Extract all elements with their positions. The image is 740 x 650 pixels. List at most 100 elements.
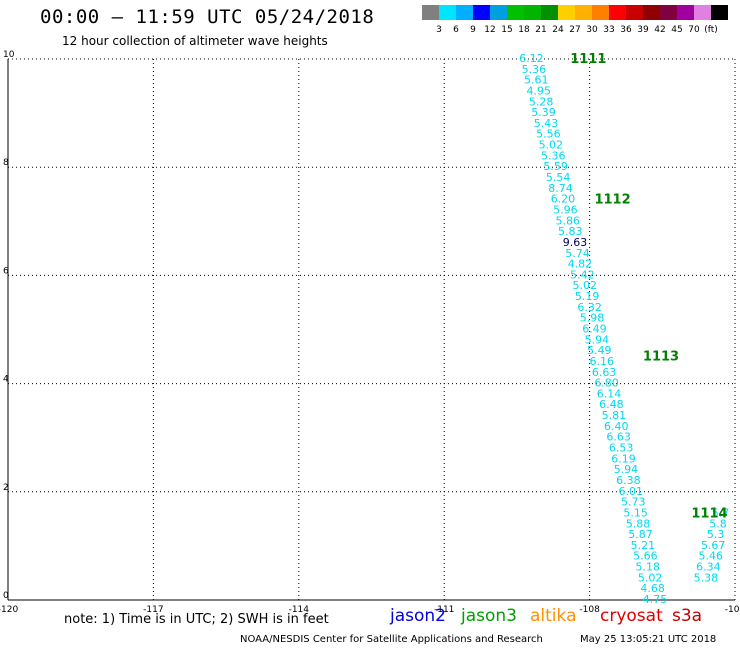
swh-value-label: 4.95 xyxy=(526,84,551,97)
swh-value-label: 5.28 xyxy=(529,95,554,108)
swh-value-label: 5.88 xyxy=(626,517,651,530)
legend-swatch xyxy=(592,5,609,20)
swh-value-label: 5.7 xyxy=(712,506,730,519)
legend-label: 30 xyxy=(586,25,598,35)
satellite-jason2: jason2 xyxy=(390,606,446,626)
legend-label: 42 xyxy=(654,25,666,35)
swh-value-label: 5.81 xyxy=(602,409,627,422)
satellite-jason3: jason3 xyxy=(461,606,517,626)
swh-value-label: 6.40 xyxy=(604,420,629,433)
legend-label: 39 xyxy=(637,25,649,35)
legend-label: 45 xyxy=(671,25,683,35)
swh-value-label: 5.56 xyxy=(536,128,561,141)
swh-value-label: 5.86 xyxy=(556,214,581,227)
swh-value-label: 6.63 xyxy=(606,431,631,444)
legend-swatch xyxy=(609,5,626,20)
swh-value-label: 5.02 xyxy=(638,571,663,584)
legend-swatch xyxy=(541,5,558,20)
legend-label: 15 xyxy=(501,25,513,35)
swh-value-label: 5.36 xyxy=(541,149,566,162)
swh-value-label: 5.67 xyxy=(701,539,726,552)
legend-label: 6 xyxy=(453,25,459,35)
legend-swatch xyxy=(558,5,575,20)
y-tick-label: 0 xyxy=(3,591,9,601)
x-tick-label: -117 xyxy=(143,605,163,615)
y-tick-label: 2 xyxy=(3,483,9,493)
swh-value-label: 6.12 xyxy=(519,52,544,65)
swh-value-label: 4.68 xyxy=(640,582,665,595)
swh-value-label: 5.02 xyxy=(573,279,598,292)
legend-label: 21 xyxy=(535,25,547,35)
swh-value-label: 5.94 xyxy=(585,333,610,346)
swh-value-label: 6.16 xyxy=(589,355,614,368)
x-tick-label: -120 xyxy=(0,605,18,615)
swh-value-label: 5.94 xyxy=(614,463,639,476)
legend-swatch xyxy=(439,5,456,20)
generated-timestamp: May 25 13:05:21 UTC 2018 xyxy=(580,634,717,645)
x-tick-label: -114 xyxy=(289,605,310,615)
swh-value-label: 5.73 xyxy=(621,496,646,509)
swh-value-label: 5.36 xyxy=(522,63,547,76)
legend-label: 70 xyxy=(688,25,700,35)
legend-label: 24 xyxy=(552,25,564,35)
legend-label: 18 xyxy=(518,25,530,35)
swh-value-label: 9.63 xyxy=(563,236,588,249)
swh-value-label: 5.87 xyxy=(628,528,653,541)
track-label: 1114 xyxy=(691,506,727,521)
swh-value-label: 5.15 xyxy=(623,506,648,519)
track-label: 1111 xyxy=(570,52,606,67)
swh-value-label: 6.48 xyxy=(599,398,624,411)
y-tick-label: 10 xyxy=(3,50,15,60)
x-tick-label: -111 xyxy=(434,605,454,615)
swh-value-label: 4.82 xyxy=(568,258,593,271)
x-tick-label: -108 xyxy=(579,605,600,615)
satellite-altika: altika xyxy=(530,606,577,626)
legend-label: 27 xyxy=(569,25,581,35)
legend-swatch xyxy=(677,5,694,20)
chart-subtitle: 12 hour collection of altimeter wave hei… xyxy=(62,34,328,48)
swh-value-label: 8.74 xyxy=(548,182,573,195)
legend-swatch xyxy=(507,5,524,20)
y-tick-label: 4 xyxy=(3,375,9,385)
swh-value-label: 5.96 xyxy=(553,203,578,216)
swh-value-label: 5.66 xyxy=(633,550,658,563)
legend-swatch xyxy=(694,5,711,20)
swh-value-label: 5.02 xyxy=(539,139,564,152)
swh-value-label: 5.46 xyxy=(699,550,724,563)
legend-swatch xyxy=(473,5,490,20)
legend-label: 3 xyxy=(436,25,442,35)
swh-value-label: 6.20 xyxy=(551,193,576,206)
x-tick-label: -105 xyxy=(725,605,740,615)
legend-swatch xyxy=(524,5,541,20)
swh-value-label: 6.01 xyxy=(619,485,644,498)
track-label: 1113 xyxy=(643,350,679,365)
swh-value-label: 6.49 xyxy=(582,323,607,336)
swh-value-label: 6.38 xyxy=(616,474,641,487)
legend-label: 36 xyxy=(620,25,632,35)
swh-value-label: 6.63 xyxy=(592,366,617,379)
legend-swatch xyxy=(711,5,728,20)
legend-swatch xyxy=(490,5,507,20)
legend-label: (ft) xyxy=(704,25,718,35)
swh-value-label: 5.42 xyxy=(570,268,595,281)
legend-label: 12 xyxy=(484,25,496,35)
swh-value-label: 5.8 xyxy=(709,517,727,530)
footer-note: note: 1) Time is in UTC; 2) SWH is in fe… xyxy=(64,612,329,627)
swh-value-label: 5.18 xyxy=(636,561,661,574)
swh-value-label: 5.3 xyxy=(707,528,725,541)
y-tick-label: 6 xyxy=(3,266,9,276)
swh-value-label: 5.98 xyxy=(580,312,605,325)
swh-value-label: 6.32 xyxy=(577,301,602,314)
swh-value-label: 6.34 xyxy=(696,561,721,574)
legend-label: 33 xyxy=(603,25,615,35)
legend-swatch xyxy=(456,5,473,20)
swh-value-label: 6.53 xyxy=(609,442,634,455)
swh-value-label: 5.59 xyxy=(543,160,568,173)
swh-value-label: 5.74 xyxy=(565,247,590,260)
legend-label: 9 xyxy=(470,25,476,35)
swh-value-label: 5.43 xyxy=(534,117,559,130)
swh-value-label: 5.54 xyxy=(546,171,571,184)
satellite-s3a: s3a xyxy=(672,606,703,626)
swh-value-label: 5.49 xyxy=(587,344,612,357)
